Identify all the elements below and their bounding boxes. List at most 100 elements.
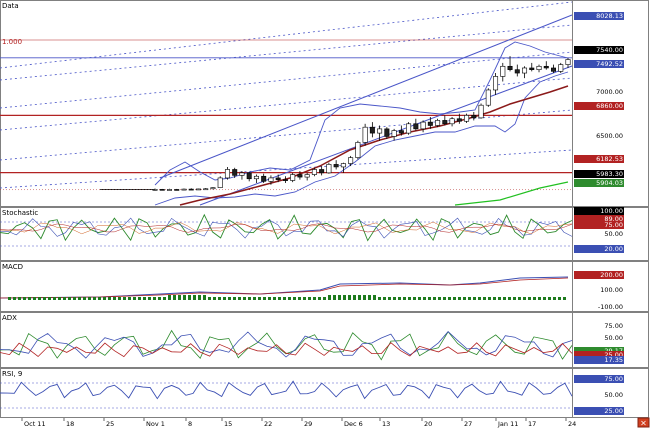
candle-body (159, 189, 165, 191)
stoch-series-line (0, 221, 573, 235)
macd-histogram-bar (8, 297, 11, 300)
macd-histogram-bar (343, 295, 346, 300)
candle-body (522, 67, 528, 74)
macd-histogram-bar (123, 297, 126, 300)
macd-histogram-bar (248, 297, 251, 300)
rsi-panel-title: RSI, 9 (2, 370, 22, 378)
candle-body (442, 120, 448, 125)
candle-body (275, 177, 281, 180)
macd-histogram-bar (63, 297, 66, 300)
candle-body (543, 65, 549, 69)
macd-histogram-bar (208, 297, 211, 300)
axis-label-bg (574, 155, 624, 163)
axis-label: -100.00 (598, 303, 623, 311)
axis-label-bg (574, 60, 624, 68)
macd-histogram-bar (328, 295, 331, 300)
candle-body (558, 64, 564, 72)
macd-histogram-bar (558, 297, 561, 300)
axis-price-labels: 8028.13 7540.00 7492.52 7000.00 6860.00 6500.… (574, 12, 624, 415)
x-tick-label: 25 (106, 420, 114, 428)
macd-histogram-bar (218, 297, 221, 300)
candle-body (326, 164, 332, 174)
macd-histogram-bar (103, 297, 106, 300)
macd-histogram-bar (448, 297, 451, 300)
macd-histogram-bar (108, 297, 111, 300)
axis-label: 6860.00 (596, 102, 623, 110)
axis-label: 8028.13 (596, 12, 623, 20)
axis-label-bg (574, 179, 624, 187)
macd-histogram-bar (113, 297, 116, 300)
axis-label-bg (574, 271, 624, 279)
macd-histogram-bar (418, 297, 421, 300)
macd-histogram-bar (203, 295, 206, 300)
macd-histogram-bar (338, 295, 341, 300)
macd-histogram-bar (538, 297, 541, 300)
macd-histogram-bar (553, 297, 556, 300)
macd-histogram-bar (358, 295, 361, 300)
macd-histogram-bar (308, 297, 311, 300)
macd-histogram-bar (183, 295, 186, 300)
axis-label-bg (574, 375, 624, 383)
x-tick-label: 24 (568, 420, 576, 428)
axis-label-bg (574, 132, 624, 140)
candle-body (551, 67, 557, 72)
close-icon: × (640, 419, 647, 428)
macd-histogram-bar (23, 297, 26, 300)
macd-histogram-bar (493, 297, 496, 300)
macd-histogram-bar (128, 297, 131, 300)
macd-histogram-bar (193, 295, 196, 300)
x-tick-label: 15 (224, 420, 232, 428)
dotted-fan-line (0, 77, 573, 131)
candle-body (435, 120, 441, 126)
macd-histogram-bar (303, 297, 306, 300)
axis-label-bg (574, 334, 624, 342)
adx-series-line (0, 331, 573, 359)
axis-label: 100.00 (600, 286, 623, 294)
x-tick-label: Nov 1 (146, 420, 165, 428)
macd-signal-line (0, 277, 569, 299)
green-trend-line (454, 181, 569, 206)
macd-histogram-bar (413, 297, 416, 300)
axis-label: 75.00 (604, 322, 623, 330)
macd-histogram-bar (188, 295, 191, 300)
axis-label-bg (574, 215, 624, 223)
axis-label-bg (574, 88, 624, 96)
fib-label: 1.000 (2, 38, 22, 46)
macd-histogram-bar (68, 297, 71, 300)
candle-body (485, 89, 491, 106)
axis-label: 75.00 (604, 375, 623, 383)
macd-histogram-bar (433, 297, 436, 300)
x-tick-label: 20 (424, 420, 432, 428)
macd-histogram-bar (198, 295, 201, 300)
candle-body (348, 157, 354, 164)
axis-label: 89.00 (604, 215, 623, 223)
macd-histogram-bar (73, 297, 76, 300)
x-tick-label: Dec 6 (344, 420, 363, 428)
candle-body (391, 130, 397, 137)
candle-body (333, 164, 339, 168)
candle-body (217, 177, 223, 188)
adx-series-line (0, 329, 573, 361)
macd-histogram-bar (398, 297, 401, 300)
close-button[interactable]: × (637, 417, 650, 428)
macd-histogram-bar (98, 297, 101, 300)
macd-histogram-bar (48, 297, 51, 300)
x-tick-label: 18 (66, 420, 74, 428)
macd-histogram-bar (133, 297, 136, 300)
macd-histogram-bar (28, 297, 31, 300)
candle-body (384, 128, 390, 137)
axis-label-bg (574, 391, 624, 399)
candle-body (210, 187, 216, 190)
axis-label-bg (574, 286, 624, 294)
macd-histogram-bar (223, 297, 226, 300)
axis-label: 200.00 (600, 271, 623, 279)
adx-panel-title: ADX (2, 314, 17, 322)
macd-histogram-bar (58, 297, 61, 300)
macd-histogram-bar (38, 297, 41, 300)
candle-body (203, 188, 209, 191)
macd-histogram-bar (148, 297, 151, 300)
candle-body (500, 65, 506, 77)
candle-body (427, 121, 433, 126)
